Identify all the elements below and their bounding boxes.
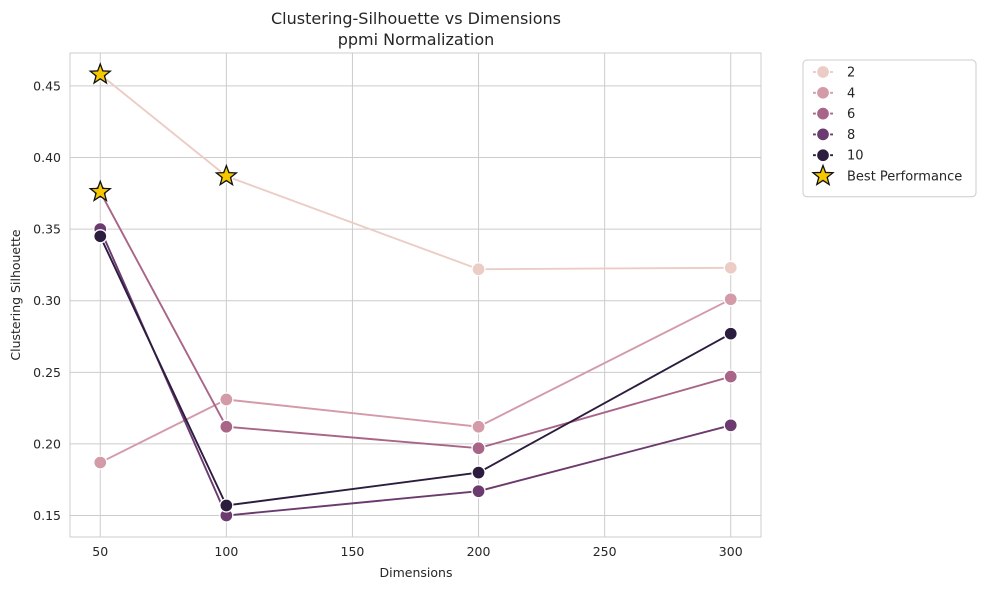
series-line-6 — [99, 191, 731, 450]
y-tick-label: 0.20 — [33, 436, 61, 451]
series-line-4 — [99, 298, 732, 464]
y-axis-label: Clustering Silhouette — [8, 229, 23, 361]
series-point-8 — [723, 418, 738, 433]
y-tick-label: 0.35 — [33, 222, 61, 237]
y-tick-label: 0.40 — [33, 150, 61, 165]
y-tick-label: 0.45 — [33, 78, 61, 93]
x-tick-label: 150 — [341, 544, 365, 559]
series-point-2 — [723, 260, 738, 275]
y-axis-ticks: 0.15 0.20 0.25 0.30 0.35 0.40 0.45 — [33, 78, 61, 523]
x-tick-label: 250 — [593, 544, 617, 559]
legend-marker-6 — [815, 106, 831, 121]
series-line-10 — [99, 235, 732, 507]
series-lines — [99, 73, 732, 517]
plot-frame — [69, 52, 762, 538]
series-point-10 — [93, 229, 108, 244]
y-tick-label: 0.15 — [33, 508, 61, 523]
x-tick-label: 100 — [214, 544, 238, 559]
legend-marker-4 — [815, 85, 831, 100]
x-tick-label: 300 — [719, 544, 743, 559]
legend-label-8: 8 — [847, 128, 855, 143]
series-markers — [93, 67, 738, 523]
series-point-10 — [471, 465, 486, 480]
legend-label-6: 6 — [847, 107, 855, 122]
y-tick-label: 0.30 — [33, 293, 61, 308]
best-performance-markers — [88, 62, 239, 202]
legend: 2 4 6 8 10 Best Performance — [802, 59, 977, 198]
series-point-10 — [219, 498, 234, 513]
y-tick-label: 0.25 — [33, 365, 61, 380]
x-tick-label: 200 — [467, 544, 491, 559]
grid — [70, 53, 761, 537]
chart-title: Clustering-Silhouette vs Dimensions — [271, 9, 561, 28]
series-point-6 — [471, 441, 486, 456]
best-performance-star — [214, 163, 239, 187]
legend-box — [802, 59, 977, 198]
chart-subtitle: ppmi Normalization — [338, 30, 495, 49]
series-point-4 — [93, 455, 108, 470]
series-point-2 — [471, 262, 486, 277]
series-point-4 — [219, 392, 234, 407]
legend-star-icon — [811, 163, 835, 186]
series-point-4 — [723, 292, 738, 307]
legend-label-best-performance: Best Performance — [847, 170, 962, 185]
legend-marker-10 — [815, 148, 831, 163]
series-point-6 — [219, 419, 234, 434]
x-axis-ticks: 50 100 150 200 250 300 — [92, 544, 742, 559]
legend-marker-2 — [815, 64, 831, 80]
best-performance-star — [88, 179, 113, 202]
series-line-2 — [99, 73, 731, 271]
x-axis-label: Dimensions — [380, 565, 453, 580]
x-tick-label: 50 — [92, 544, 108, 559]
legend-label-4: 4 — [847, 86, 855, 101]
legend-marker-8 — [815, 127, 831, 142]
series-point-8 — [471, 484, 486, 499]
best-performance-star — [88, 62, 113, 85]
series-point-10 — [723, 326, 738, 341]
series-point-4 — [471, 419, 486, 434]
legend-label-10: 10 — [847, 149, 864, 164]
legend-label-2: 2 — [847, 66, 855, 81]
series-point-6 — [723, 369, 738, 384]
